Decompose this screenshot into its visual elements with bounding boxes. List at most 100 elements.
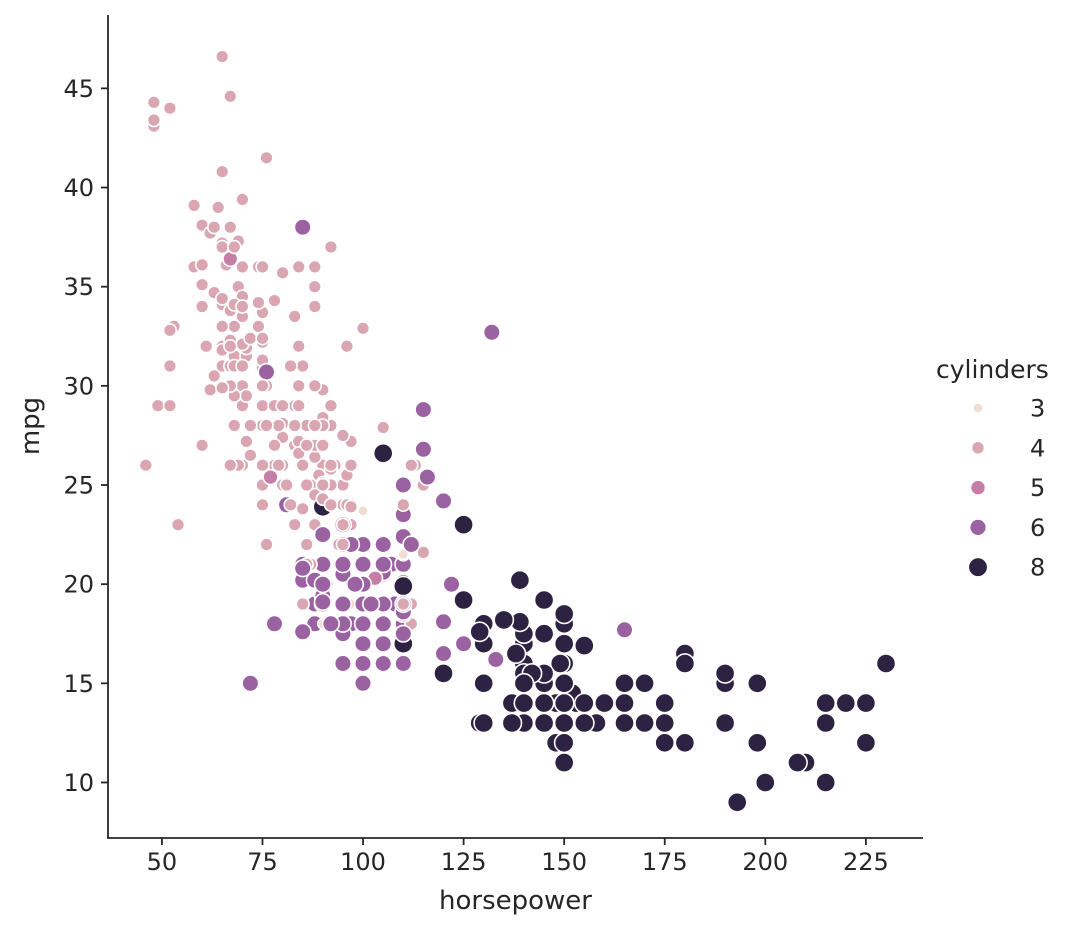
data-point [533, 712, 555, 734]
data-point [553, 732, 575, 754]
data-point [291, 339, 306, 354]
data-point [634, 672, 656, 694]
data-point [162, 398, 178, 413]
x-tick-label: 175 [642, 848, 688, 876]
data-point [404, 458, 419, 473]
y-tick-label: 10 [63, 769, 94, 797]
legend-entry-label: 3 [1030, 395, 1045, 423]
data-point [469, 621, 491, 643]
data-point [223, 458, 238, 473]
data-point [594, 692, 615, 714]
data-point [255, 331, 270, 346]
data-point [533, 692, 555, 714]
x-axis-label: horsepower [439, 886, 592, 916]
x-tick-label: 225 [843, 848, 889, 876]
data-point [194, 438, 210, 453]
data-point [343, 458, 359, 473]
data-point [493, 609, 515, 631]
data-point [434, 612, 453, 631]
data-point [293, 559, 312, 578]
legend-entry-label: 6 [1030, 514, 1045, 542]
data-point [227, 239, 242, 255]
data-point [615, 620, 634, 639]
data-point [513, 692, 535, 714]
data-point [855, 732, 877, 754]
data-point [267, 293, 282, 308]
data-point [293, 622, 312, 641]
data-point [323, 398, 339, 413]
data-point [353, 555, 373, 574]
data-point [418, 468, 437, 487]
data-point [223, 89, 238, 104]
data-point [486, 650, 505, 669]
data-point [553, 752, 575, 774]
data-point [267, 438, 282, 453]
data-point [223, 339, 238, 354]
data-point [815, 692, 837, 714]
data-point [573, 712, 595, 734]
data-point [223, 220, 238, 235]
data-point [353, 634, 373, 653]
data-point [321, 614, 341, 633]
data-point [335, 537, 351, 552]
data-point [434, 491, 453, 511]
data-point [573, 692, 595, 714]
data-point [553, 692, 575, 714]
data-point [170, 517, 186, 532]
data-point [251, 319, 266, 334]
data-point [207, 220, 222, 235]
data-point [549, 653, 571, 674]
data-point [374, 535, 393, 554]
y-tick-label: 15 [63, 670, 94, 698]
data-point [162, 358, 178, 374]
data-point [186, 198, 202, 213]
data-point [299, 438, 314, 453]
y-tick-label: 20 [63, 571, 94, 599]
data-point [279, 477, 294, 493]
data-point [275, 265, 290, 280]
data-point [215, 291, 230, 306]
data-point [243, 418, 258, 433]
data-point [271, 418, 286, 433]
data-point [362, 594, 381, 614]
data-point [313, 525, 332, 544]
data-point [473, 712, 495, 734]
data-point [257, 362, 276, 382]
data-point [875, 653, 897, 674]
data-point [374, 654, 393, 673]
data-point [614, 692, 635, 714]
data-point [215, 319, 230, 334]
data-point [287, 517, 302, 532]
data-point [553, 712, 575, 734]
data-point [754, 772, 776, 793]
x-tick-label: 150 [541, 848, 587, 876]
data-point [374, 634, 393, 653]
legend-entry-label: 4 [1030, 434, 1045, 462]
data-point [482, 323, 501, 342]
data-point [787, 752, 808, 774]
data-point [513, 672, 535, 694]
data-point [454, 634, 473, 653]
data-point [501, 712, 523, 734]
data-point [243, 331, 258, 346]
data-point [323, 239, 339, 255]
data-point [194, 277, 210, 292]
data-point [374, 555, 393, 574]
data-point [553, 633, 575, 655]
data-point [215, 49, 230, 64]
data-point [275, 398, 290, 413]
data-point [313, 575, 332, 594]
data-point [138, 458, 154, 473]
data-point [343, 499, 359, 514]
data-point [239, 434, 254, 449]
data-point [291, 378, 306, 393]
data-point [295, 501, 310, 516]
data-point [353, 614, 373, 633]
x-tick-label: 200 [742, 848, 788, 876]
legend-title: cylinders [936, 355, 1049, 384]
data-point [307, 378, 322, 393]
data-point [333, 555, 353, 574]
data-point [235, 358, 250, 374]
data-point [333, 594, 353, 614]
legend: 3 4 5 6 8 [967, 395, 1045, 582]
